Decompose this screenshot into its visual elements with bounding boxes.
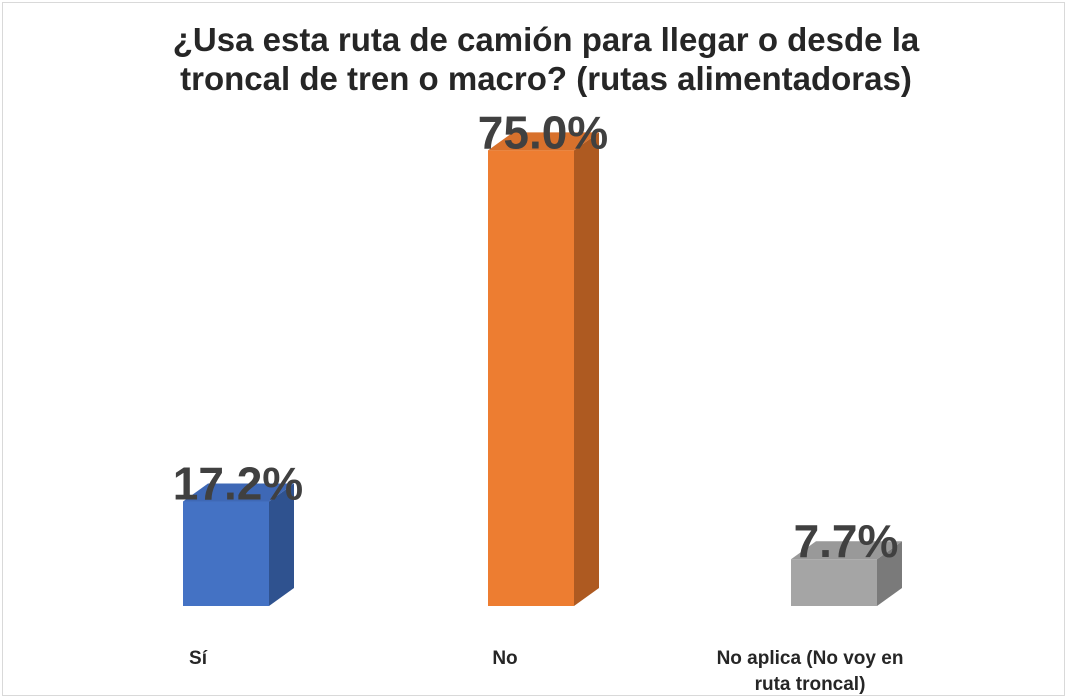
chart-title-line-1: ¿Usa esta ruta de camión para llegar o d… xyxy=(173,21,920,58)
bar-side-face xyxy=(574,132,599,606)
bar-top-face xyxy=(183,483,294,502)
bars-layer xyxy=(183,132,902,606)
bar-0 xyxy=(183,483,294,606)
bar-front-face xyxy=(183,501,269,606)
bar-1 xyxy=(488,132,599,606)
bar-side-face xyxy=(269,483,294,606)
category-label-2-line-0: No aplica (No voy en xyxy=(717,648,904,669)
data-label-0: 17.2% xyxy=(173,458,303,510)
bar-side-face xyxy=(877,541,902,606)
category-label-0: Sí xyxy=(189,648,208,669)
category-label-1: No xyxy=(492,648,517,669)
bar-top-face xyxy=(488,132,599,151)
bar-2 xyxy=(791,541,902,606)
chart-title-line-2: troncal de tren o macro? (rutas alimenta… xyxy=(180,60,912,97)
bar-front-face xyxy=(791,559,877,606)
labels-layer: 17.2% Sí 75.0% No 7.7% No aplica (No voy en ru… xyxy=(173,106,904,695)
data-label-2: 7.7% xyxy=(794,515,899,567)
bar-front-face xyxy=(488,150,574,606)
data-label-1: 75.0% xyxy=(478,106,608,158)
bar-top-face xyxy=(791,541,902,560)
category-label-2-line-1: ruta troncal) xyxy=(755,674,866,695)
